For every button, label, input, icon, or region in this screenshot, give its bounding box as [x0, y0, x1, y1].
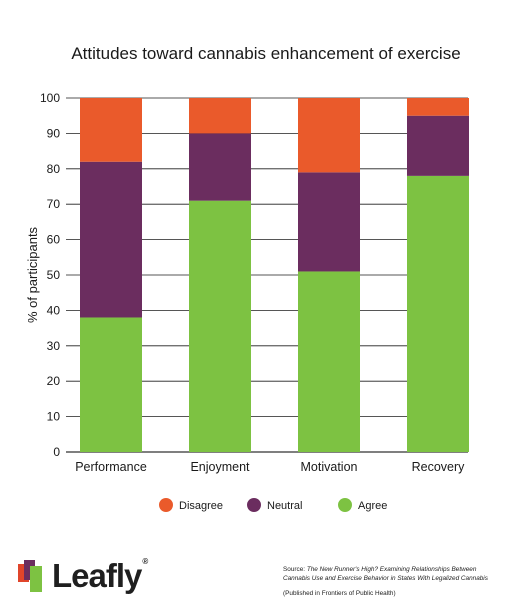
legend-swatch-neutral [247, 498, 261, 512]
legend: Disagree Neutral Agree [159, 498, 387, 512]
y-tick-90: 90 [47, 126, 61, 140]
bar-recovery-disagree [407, 98, 469, 116]
source-published: (Published in Frontiers of Public Health… [283, 590, 396, 598]
x-label-recovery: Recovery [412, 460, 466, 474]
brand: Leafly® [18, 556, 148, 596]
y-tick-40: 40 [47, 303, 61, 317]
leafly-logo-icon [18, 560, 42, 592]
y-tick-30: 30 [47, 339, 61, 353]
source-title: The New Runner's High? Examining Relatio… [283, 566, 488, 582]
chart-title: Attitudes toward cannabis enhancement of… [71, 44, 460, 63]
y-tick-0: 0 [53, 445, 60, 459]
bar-performance-neutral [80, 161, 142, 318]
bar-recovery-agree [407, 175, 469, 452]
bar-performance-agree [80, 317, 142, 452]
y-tick-80: 80 [47, 162, 61, 176]
bars [80, 98, 469, 452]
bar-motivation-neutral [298, 172, 360, 272]
y-axis-label: % of participants [25, 226, 40, 323]
x-label-motivation: Motivation [301, 460, 358, 474]
bar-enjoyment-disagree [189, 98, 251, 134]
y-tick-10: 10 [47, 410, 61, 424]
legend-label-neutral: Neutral [267, 500, 302, 512]
legend-label-disagree: Disagree [179, 500, 223, 512]
y-tick-70: 70 [47, 197, 61, 211]
bar-performance-disagree [80, 98, 142, 162]
brand-name: Leafly® [52, 557, 148, 594]
bar-motivation-disagree [298, 98, 360, 173]
legend-swatch-agree [338, 498, 352, 512]
y-tick-60: 60 [47, 233, 61, 247]
bar-recovery-neutral [407, 115, 469, 176]
legend-swatch-disagree [159, 498, 173, 512]
x-label-enjoyment: Enjoyment [190, 460, 250, 474]
bar-enjoyment-neutral [189, 133, 251, 201]
bar-motivation-agree [298, 271, 360, 452]
x-label-performance: Performance [75, 460, 147, 474]
y-tick-labels: 0 10 20 30 40 50 60 70 80 90 100 [40, 91, 60, 459]
bar-enjoyment-agree [189, 200, 251, 452]
legend-label-agree: Agree [358, 500, 387, 512]
x-category-labels: Performance Enjoyment Motivation Recovery [75, 460, 465, 474]
source-prefix: Source: [283, 566, 307, 573]
source-citation: Source: The New Runner's High? Examining… [283, 566, 503, 599]
y-tick-20: 20 [47, 374, 61, 388]
y-tick-100: 100 [40, 91, 60, 105]
y-tick-50: 50 [47, 268, 61, 282]
